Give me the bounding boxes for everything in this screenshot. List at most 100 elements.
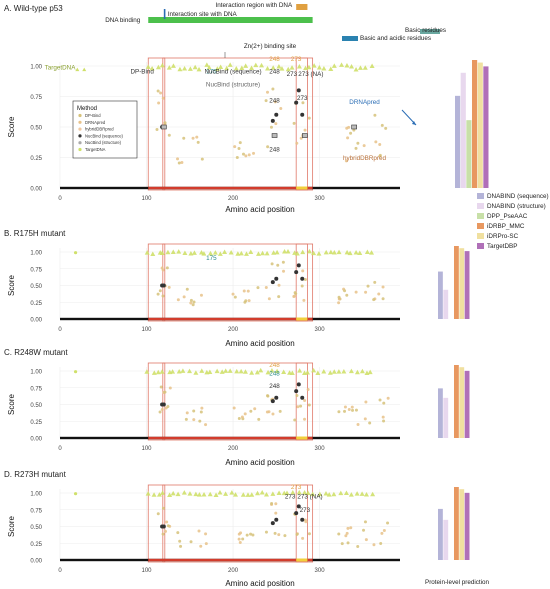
targetdna-point <box>297 368 303 373</box>
residue-score-point <box>381 415 385 419</box>
chart-annotation: 273 <box>297 95 308 102</box>
targetdna-point <box>196 66 202 72</box>
chart-annotation: 248 <box>269 98 280 105</box>
residue-score-point <box>344 159 348 163</box>
targetdna-point <box>240 492 246 497</box>
y-tick-label: 1.00 <box>30 65 42 71</box>
residue-score-point <box>356 422 360 426</box>
nucbind-sequence-point <box>294 100 299 105</box>
targetdna-point <box>238 250 244 256</box>
targetdna-point <box>339 62 345 67</box>
targetdna-point <box>151 370 157 375</box>
x-axis-label: Amino acid position <box>225 339 294 348</box>
residue-score-point <box>347 407 351 411</box>
targetdna-point <box>316 251 322 256</box>
nucbind-sequence-point <box>294 511 299 516</box>
protein-level-bar <box>459 367 465 438</box>
residue-score-point <box>166 524 170 528</box>
x-tick-label: 200 <box>228 568 239 574</box>
residue-score-point <box>281 260 285 264</box>
targetdna-point <box>323 249 329 255</box>
protein-level-bar <box>454 246 459 319</box>
residue-score-point <box>270 262 274 266</box>
targetdna-point <box>144 369 150 374</box>
y-tick-label: 0.75 <box>30 267 42 273</box>
residue-score-point <box>362 528 366 532</box>
residue-score-point <box>354 290 358 294</box>
feature-label: Basic and acidic residues <box>360 35 431 42</box>
x-tick-label: 100 <box>142 446 153 452</box>
residue-score-point <box>349 131 353 135</box>
targetdna-point <box>206 64 212 70</box>
residue-score-point <box>343 409 347 413</box>
y-tick-label: 0.75 <box>30 95 42 101</box>
targetdna-point <box>357 250 363 255</box>
targetdna-point <box>253 62 259 68</box>
targetdna-point <box>249 65 255 70</box>
targetdna-point <box>259 490 265 495</box>
targetdna-point <box>289 65 295 70</box>
residue-score-point <box>283 534 287 538</box>
protein-legend-swatch <box>477 213 484 219</box>
targetdna-point <box>331 63 337 68</box>
protein-legend-swatch <box>477 203 484 209</box>
residue-score-point <box>249 409 253 413</box>
residue-score-point <box>364 400 368 404</box>
protein-level-bar <box>455 95 461 188</box>
residue-score-point <box>293 418 297 422</box>
interaction-baseline <box>296 317 308 321</box>
nucbind-structure-point <box>351 124 357 130</box>
targetdna-point <box>242 369 248 374</box>
residue-score-point <box>158 410 162 414</box>
nucbind-sequence-point <box>270 118 275 123</box>
residue-score-point <box>231 292 235 296</box>
targetdna-point <box>328 66 334 72</box>
residue-score-point <box>380 531 384 535</box>
y-tick-label: 1.00 <box>30 370 42 376</box>
legend-swatch <box>78 134 82 138</box>
targetdna-point <box>188 251 194 256</box>
residue-score-point <box>295 141 299 145</box>
nucbind-sequence-point <box>270 280 275 285</box>
residue-score-point <box>276 263 280 267</box>
targetdna-point <box>348 492 354 497</box>
residue-score-point <box>343 289 347 293</box>
chart-annotation: 273 <box>291 56 302 63</box>
targetdna-point <box>192 64 198 70</box>
targetdna-point <box>180 368 186 373</box>
nucbind-sequence-point <box>296 88 301 93</box>
residue-score-point <box>267 297 271 301</box>
targetdna-point <box>176 369 182 374</box>
residue-score-point <box>164 529 168 533</box>
residue-score-point <box>354 146 358 150</box>
targetdna-point <box>336 369 342 374</box>
nucbind-sequence-point <box>300 112 305 117</box>
panel-title: B. R175H mutant <box>4 229 66 238</box>
residue-score-point <box>379 541 383 545</box>
targetdna-point <box>191 250 197 255</box>
x-axis-label: Amino acid position <box>225 458 294 467</box>
interaction-region-box <box>295 484 308 563</box>
targetdna-point <box>255 490 261 496</box>
residue-score-point <box>238 141 242 145</box>
residue-score-point <box>337 295 341 299</box>
targetdna-point <box>284 490 290 496</box>
targetdna-point <box>321 66 327 71</box>
protein-legend-swatch <box>477 193 484 199</box>
targetdna-point <box>294 250 300 256</box>
targetdna-point <box>270 491 276 496</box>
targetdna-point <box>160 490 166 495</box>
targetdna-point <box>207 369 213 374</box>
nucbind-sequence-point <box>296 504 301 509</box>
nucbind-structure-point <box>161 124 167 130</box>
y-tick-label: 0.25 <box>30 156 42 162</box>
legend-entry: DRNApred <box>85 120 106 125</box>
residue-score-point <box>372 543 376 547</box>
targetdna-point <box>224 65 230 71</box>
residue-score-point <box>362 144 366 148</box>
targetdna-point <box>367 369 373 375</box>
targetdna-point <box>285 248 291 254</box>
targetdna-point <box>166 65 172 70</box>
nucbind-sequence-point <box>161 283 166 288</box>
y-tick-label: 0.00 <box>30 559 42 565</box>
